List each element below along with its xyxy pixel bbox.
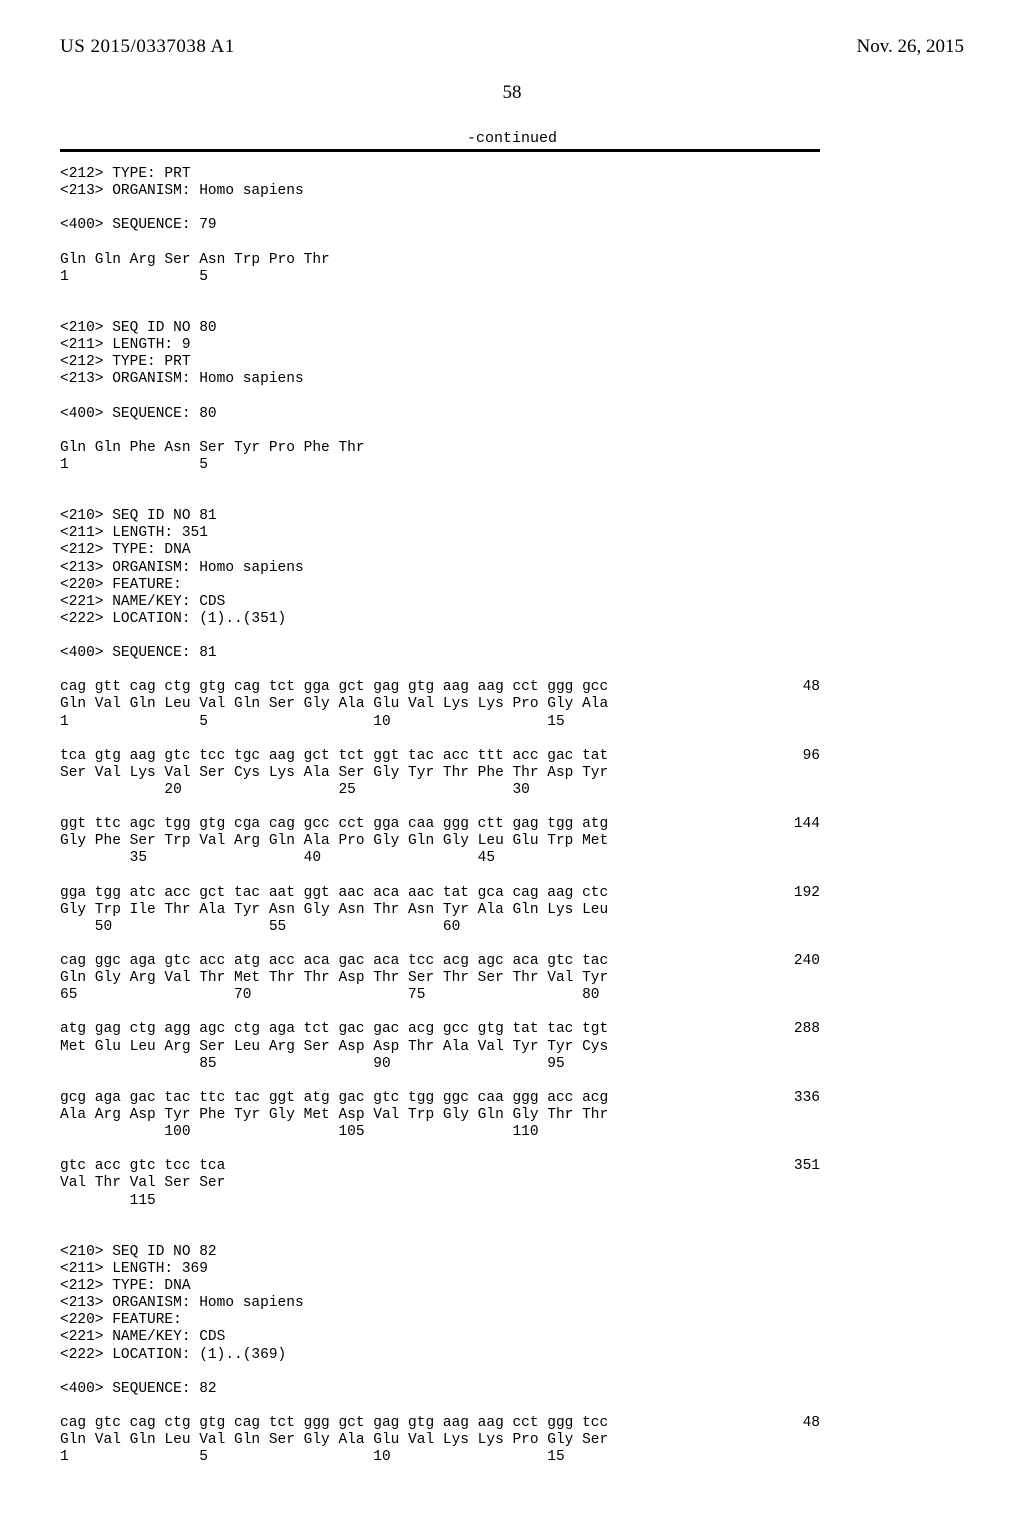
dna-line: tca gtg aag gtc tcc tgc aag gct tct ggt …: [60, 748, 820, 765]
dna-line: cag gtt cag ctg gtg cag tct gga gct gag …: [60, 679, 820, 696]
dna-line: cag ggc aga gtc acc atg acc aca gac aca …: [60, 953, 820, 970]
publication-number: US 2015/0337038 A1: [60, 36, 235, 58]
sequence-listing: <212> TYPE: PRT <213> ORGANISM: Homo sap…: [60, 166, 820, 1466]
dna-line: cag gtc cag ctg gtg cag tct ggg gct gag …: [60, 1415, 820, 1432]
publication-date: Nov. 26, 2015: [857, 36, 965, 58]
page: US 2015/0337038 A1 Nov. 26, 2015 58 -con…: [0, 0, 1024, 1514]
base-count: 240: [762, 953, 820, 970]
continued-label: -continued: [60, 130, 964, 147]
base-count: 96: [771, 748, 820, 765]
base-count: 48: [771, 1415, 820, 1432]
dna-line: atg gag ctg agg agc ctg aga tct gac gac …: [60, 1021, 820, 1038]
rule: [60, 149, 820, 152]
base-count: 288: [762, 1021, 820, 1038]
base-count: 144: [762, 816, 820, 833]
dna-line: gtc acc gtc tcc tca351: [60, 1158, 820, 1175]
dna-line: gga tgg atc acc gct tac aat ggt aac aca …: [60, 885, 820, 902]
header-row: US 2015/0337038 A1 Nov. 26, 2015: [60, 36, 964, 58]
base-count: 192: [762, 885, 820, 902]
dna-line: gcg aga gac tac ttc tac ggt atg gac gtc …: [60, 1090, 820, 1107]
page-number: 58: [60, 82, 964, 104]
dna-line: ggt ttc agc tgg gtg cga cag gcc cct gga …: [60, 816, 820, 833]
base-count: 351: [762, 1158, 820, 1175]
base-count: 48: [771, 679, 820, 696]
base-count: 336: [762, 1090, 820, 1107]
